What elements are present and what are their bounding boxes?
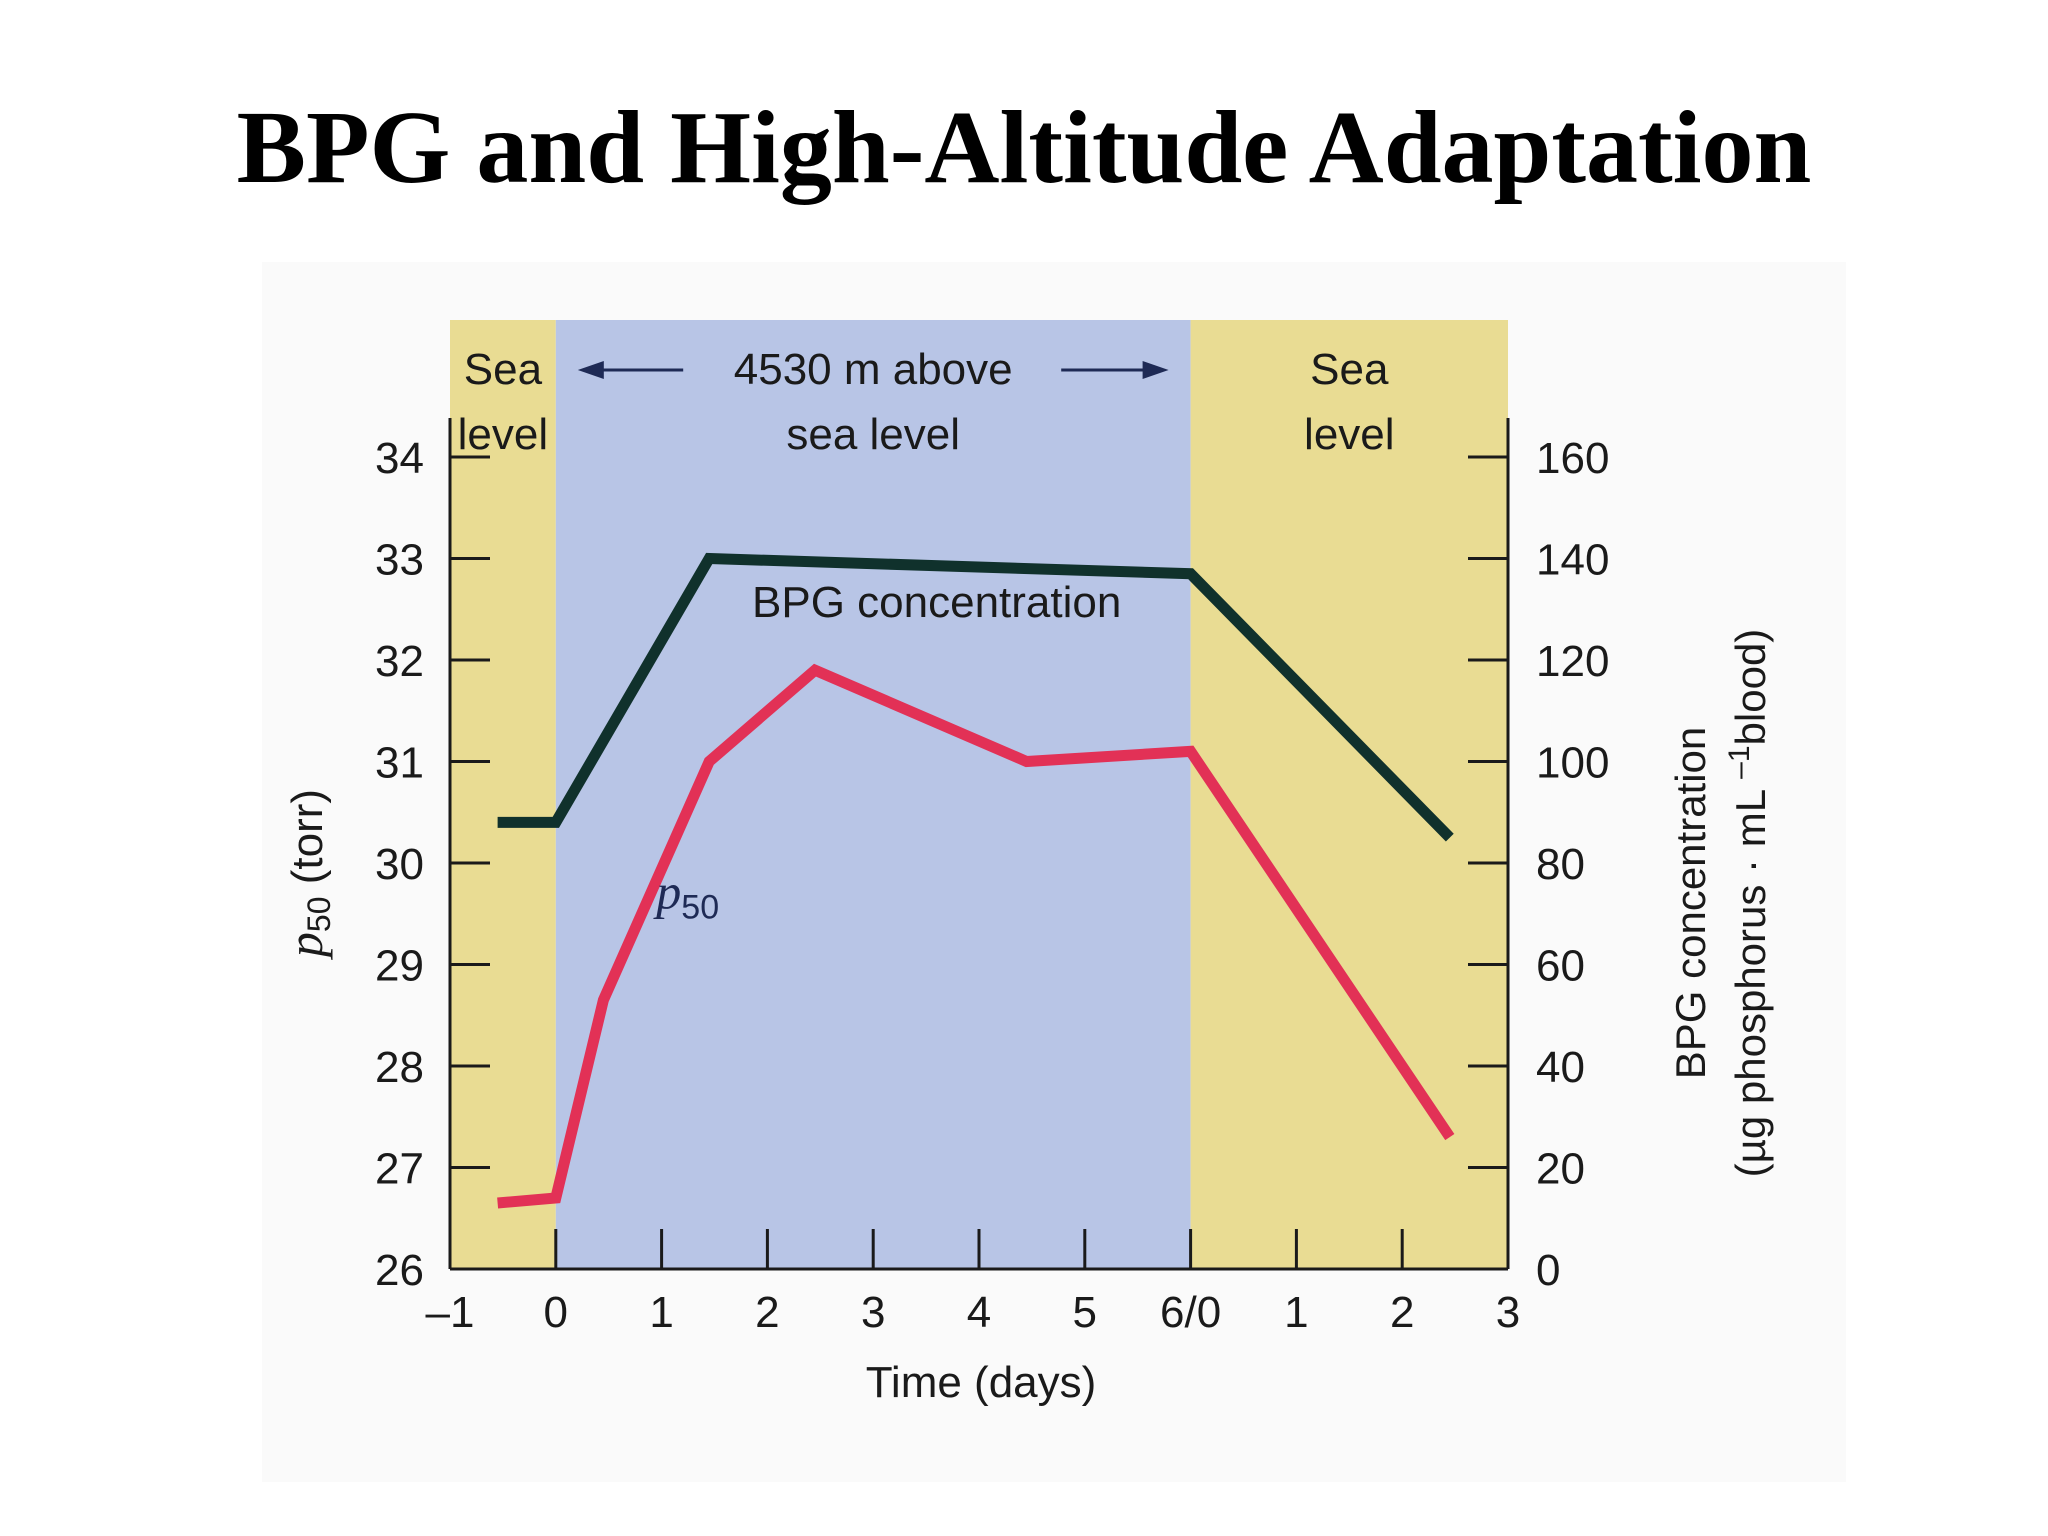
series-line-p50	[497, 663, 1455, 1209]
x-tick-label: 1	[649, 1288, 673, 1337]
right-tick-label: 160	[1536, 434, 1609, 483]
x-tick-label: 5	[1073, 1288, 1097, 1337]
band-sea-level-after	[1190, 320, 1508, 1269]
x-tick-label: 1	[1284, 1288, 1308, 1337]
left-tick-label: 29	[375, 942, 424, 991]
left-axis-title-sub: 50	[301, 896, 337, 932]
x-tick-label: –1	[426, 1288, 475, 1337]
right-tick-label: 40	[1536, 1043, 1585, 1092]
x-tick-label: 4	[967, 1288, 991, 1337]
left-tick-label: 34	[375, 434, 424, 483]
left-tick-label: 31	[375, 739, 424, 788]
p50-series-label: p50	[653, 864, 719, 927]
altitude-arrow-right-head	[1142, 361, 1169, 379]
x-tick-label: 6/0	[1160, 1288, 1221, 1337]
right-tick-label: 120	[1536, 637, 1609, 686]
left-axis-title: p50 (torr)	[277, 789, 337, 960]
right-axis-title-line2: (µg phosphorus · mL –1blood)	[1723, 629, 1774, 1178]
x-tick-label: 0	[544, 1288, 568, 1337]
region-label-sea-level-before-line1: Sea	[464, 345, 543, 394]
region-label-sea-level-after-line1: Sea	[1310, 345, 1389, 394]
left-tick-label: 33	[375, 536, 424, 585]
region-bands	[450, 320, 1508, 1269]
region-label-sea-level-after-line2: level	[1304, 410, 1395, 459]
right-axis-title-line2-pre: (µg phosphorus · mL	[1727, 779, 1774, 1178]
slide-title: BPG and High-Altitude Adaptation	[236, 90, 1812, 205]
left-tick-label: 32	[375, 637, 424, 686]
right-axis-title-line2-sup: –1	[1723, 745, 1756, 778]
x-tick-label: 2	[1390, 1288, 1414, 1337]
region-labels: Sea level 4530 m above sea level Sea level	[458, 345, 1395, 459]
right-tick-label: 140	[1536, 536, 1609, 585]
annotations: BPG concentration p50	[653, 578, 1121, 927]
right-tick-label: 100	[1536, 739, 1609, 788]
left-tick-label: 30	[375, 840, 424, 889]
altitude-arrow	[577, 361, 1169, 379]
left-tick-label: 26	[375, 1246, 424, 1295]
axis-titles: Time (days)p50 (torr) BPG concentration (µ…	[277, 629, 1774, 1407]
right-axis-title-line2-post: blood)	[1727, 629, 1774, 746]
bpg-series-label: BPG concentration	[752, 578, 1121, 627]
left-axis-title-main: p	[277, 932, 333, 960]
band-sea-level-before	[450, 320, 556, 1269]
band-altitude	[555, 320, 1191, 1269]
x-tick-label: 2	[755, 1288, 779, 1337]
figure-panel: Sea level 4530 m above sea level Sea level 26…	[262, 262, 1846, 1482]
left-tick-label: 27	[375, 1145, 424, 1194]
data-series	[497, 552, 1455, 1209]
left-axis-title-unit: (torr)	[283, 789, 332, 897]
left-tick-label: 28	[375, 1043, 424, 1092]
x-axis-title: Time (days)	[866, 1358, 1097, 1407]
right-tick-label: 80	[1536, 840, 1585, 889]
x-tick-label: 3	[861, 1288, 885, 1337]
region-label-altitude-line2: sea level	[786, 410, 960, 459]
region-label-altitude-line1: 4530 m above	[734, 345, 1013, 394]
region-label-sea-level-before-line2: level	[458, 410, 549, 459]
axes: 262728293031323334020406080100120140160–…	[375, 418, 1609, 1337]
altitude-arrow-left-head	[577, 361, 604, 379]
p50-label-sub: 50	[681, 889, 719, 927]
x-tick-label: 3	[1496, 1288, 1520, 1337]
right-axis-title-line1: BPG concentration	[1667, 727, 1714, 1080]
right-tick-label: 20	[1536, 1145, 1585, 1194]
p50-label-main: p	[653, 864, 681, 920]
right-tick-label: 0	[1536, 1246, 1560, 1295]
right-tick-label: 60	[1536, 942, 1585, 991]
